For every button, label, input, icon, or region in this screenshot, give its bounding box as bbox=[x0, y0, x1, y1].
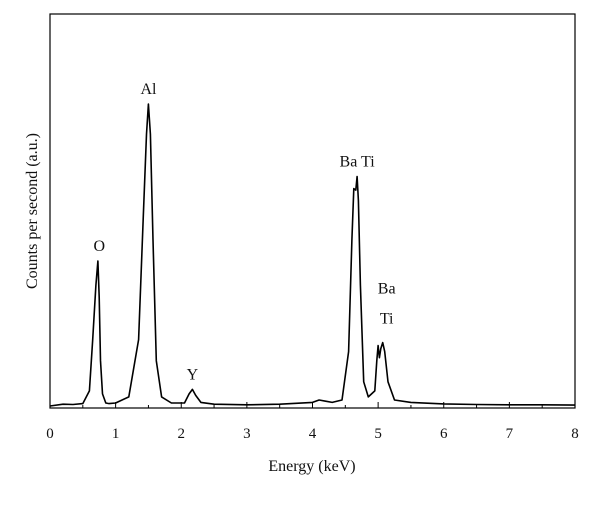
x-tick-label-5: 5 bbox=[374, 426, 382, 442]
x-tick-label-7: 7 bbox=[506, 426, 514, 442]
peak-label-ba: Ba bbox=[378, 280, 396, 297]
x-tick-label-8: 8 bbox=[571, 426, 579, 442]
spectrum-line bbox=[49, 103, 576, 407]
x-axis-tick-labels: 0 1 2 3 4 5 6 7 8 bbox=[46, 426, 579, 442]
peak-label-ba-ti: Ba Ti bbox=[340, 153, 376, 170]
peak-label-al: Al bbox=[140, 81, 157, 98]
peak-annotations: O Al Y Ba Ti Ba Ti bbox=[93, 81, 395, 383]
x-tick-label-3: 3 bbox=[243, 426, 251, 442]
x-tick-label-0: 0 bbox=[46, 426, 54, 442]
x-tick-label-4: 4 bbox=[309, 426, 317, 442]
x-axis-label: Energy (keV) bbox=[268, 458, 355, 475]
plot-frame bbox=[49, 13, 576, 409]
peak-label-y: Y bbox=[187, 366, 199, 383]
y-axis-label: Counts per second (a.u.) bbox=[24, 133, 41, 289]
x-tick-label-1: 1 bbox=[112, 426, 120, 442]
x-tick-label-6: 6 bbox=[440, 426, 448, 442]
peak-label-ti: Ti bbox=[380, 311, 394, 328]
peak-label-o: O bbox=[93, 238, 105, 255]
x-tick-label-2: 2 bbox=[178, 426, 186, 442]
